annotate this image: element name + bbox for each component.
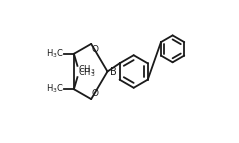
Text: H$_3$C: H$_3$C bbox=[46, 83, 63, 95]
Text: CH$_3$: CH$_3$ bbox=[78, 66, 96, 79]
Text: O: O bbox=[92, 45, 99, 54]
Text: O: O bbox=[92, 89, 99, 98]
Text: H$_3$C: H$_3$C bbox=[46, 48, 63, 60]
Text: B: B bbox=[110, 66, 116, 77]
Text: CH$_3$: CH$_3$ bbox=[78, 64, 96, 77]
